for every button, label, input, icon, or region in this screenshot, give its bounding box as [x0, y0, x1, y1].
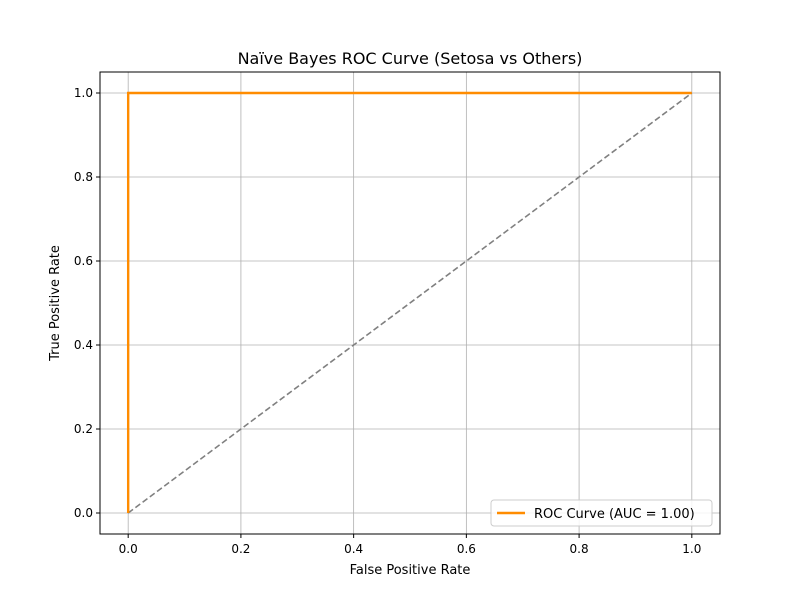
y-tick-label: 0.6 — [74, 254, 93, 268]
grid-lines — [100, 72, 720, 534]
chance-diagonal-line — [127, 92, 693, 514]
y-tick-label: 1.0 — [74, 86, 93, 100]
plot-frame — [99, 71, 721, 535]
axis-ticks: 0.0 0.2 0.4 0.6 0.8 1.0 0.0 0.2 0.4 0.6 0.8 1.0 — [74, 86, 701, 556]
legend: ROC Curve (AUC = 1.00) — [490, 499, 713, 527]
x-tick-label: 0.2 — [231, 542, 250, 556]
roc-curve-line — [126, 91, 692, 513]
x-tick-label: 0.0 — [119, 542, 138, 556]
y-tick-label: 0.4 — [74, 338, 93, 352]
plot-series — [126, 91, 693, 514]
legend-box — [490, 499, 713, 527]
y-tick-label: 0.2 — [74, 422, 93, 436]
y-tick-label: 0.0 — [74, 506, 93, 520]
chart-title: Naïve Bayes ROC Curve (Setosa vs Others) — [238, 49, 583, 68]
x-tick-label: 0.4 — [344, 542, 363, 556]
x-axis-label: False Positive Rate — [350, 563, 471, 578]
y-tick-label: 0.8 — [74, 170, 93, 184]
y-axis-label: True Positive Rate — [48, 245, 63, 362]
x-tick-label: 0.8 — [570, 542, 589, 556]
x-tick-label: 1.0 — [682, 542, 701, 556]
x-tick-label: 0.6 — [457, 542, 476, 556]
legend-label: ROC Curve (AUC = 1.00) — [534, 507, 695, 522]
